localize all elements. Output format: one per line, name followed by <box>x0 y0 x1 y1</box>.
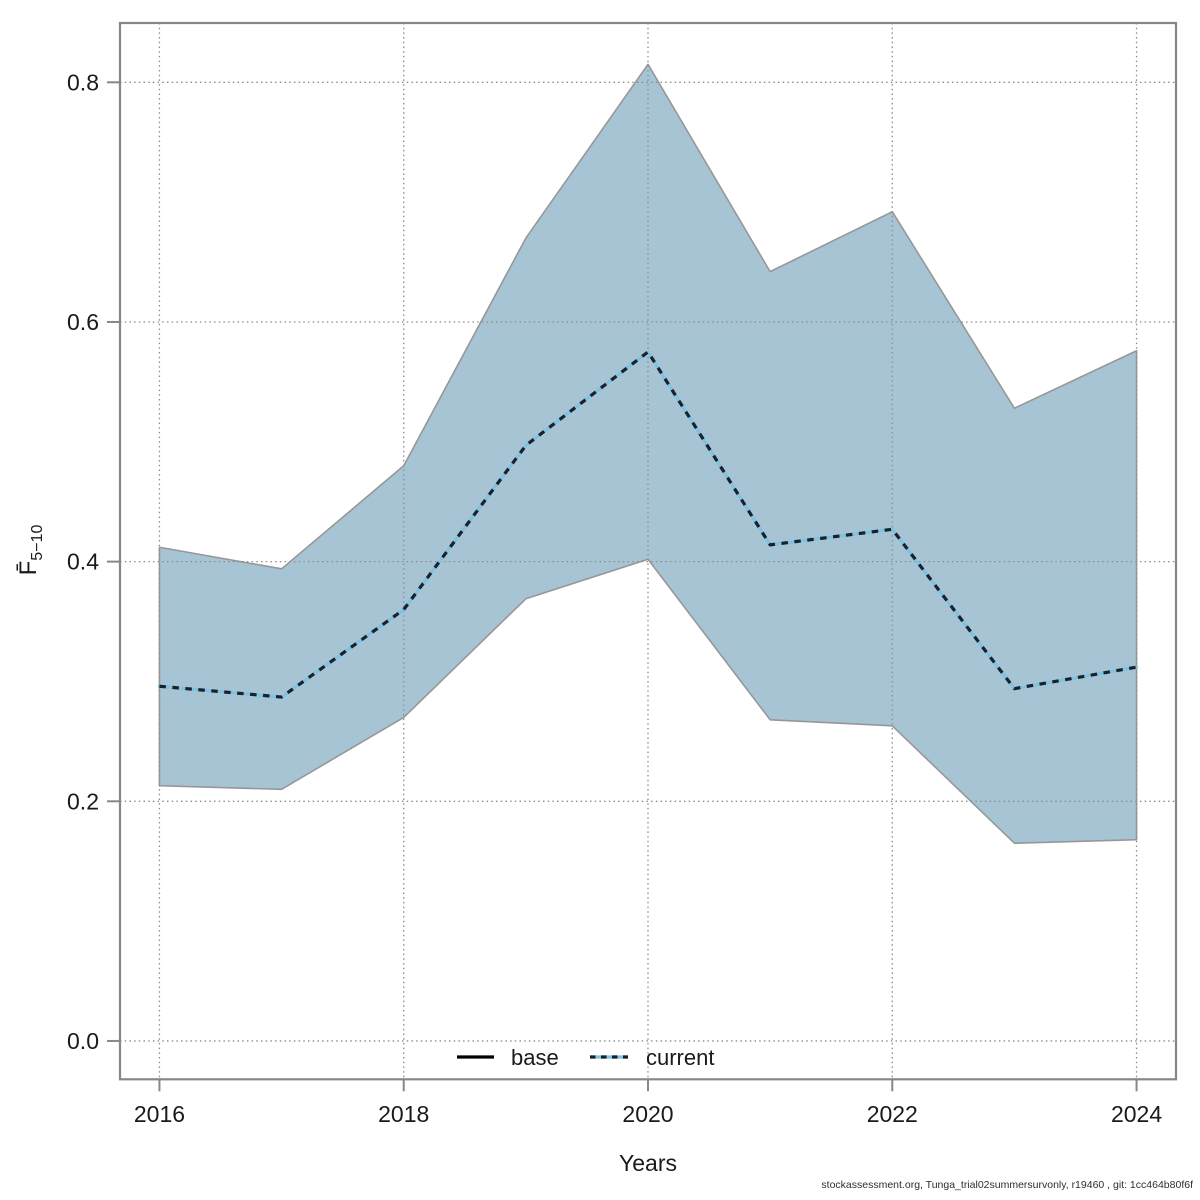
legend-current-label: current <box>646 1045 714 1070</box>
x-tick-label-2022: 2022 <box>867 1101 918 1127</box>
y-axis-title-main: F̄ <box>15 561 42 576</box>
legend-base-label: base <box>511 1045 559 1070</box>
x-tick-label-2024: 2024 <box>1111 1101 1162 1127</box>
chart-dynamic: 2016 2018 2020 2022 2024 0.0 0.2 0.4 0.6 0.8 <box>67 21 1178 1127</box>
x-axis-title: Years <box>619 1150 677 1176</box>
y-tick-label-0.6: 0.6 <box>67 309 99 335</box>
current-line-dotted <box>159 350 1137 699</box>
legend: base current <box>457 1045 714 1070</box>
x-tick-label-2020: 2020 <box>622 1101 673 1127</box>
y-tick-label-0: 0.0 <box>67 1028 99 1054</box>
x-tick-label-2016: 2016 <box>134 1101 185 1127</box>
x-tick-label-2018: 2018 <box>378 1101 429 1127</box>
y-axis-title-sub: 5−10 <box>29 525 46 561</box>
y-tick-label-0.2: 0.2 <box>67 788 99 814</box>
y-tick-label-0.8: 0.8 <box>67 69 99 95</box>
footer-credit: stockassessment.org, Tunga_trial02summer… <box>821 1179 1193 1191</box>
confidence-band <box>158 63 1138 845</box>
y-tick-label-0.4: 0.4 <box>67 549 99 575</box>
y-axis-title: F̄5−10 <box>15 525 46 576</box>
